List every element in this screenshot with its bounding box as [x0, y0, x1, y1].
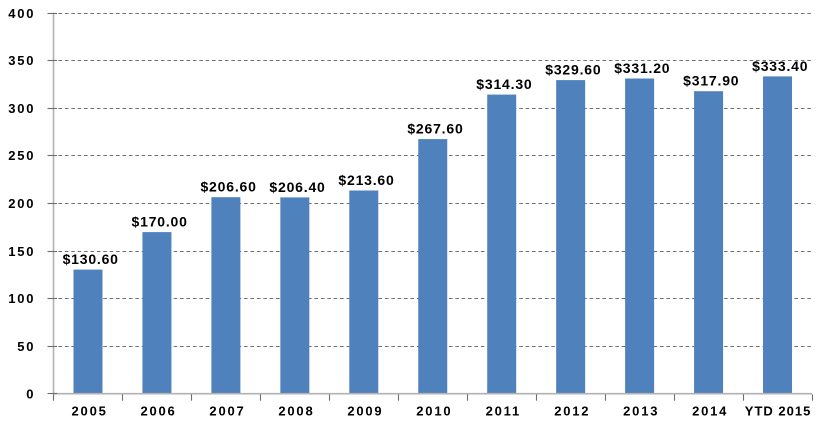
svg-text:$170.00: $170.00: [132, 214, 188, 230]
svg-text:$331.20: $331.20: [614, 60, 670, 76]
svg-text:400: 400: [8, 6, 35, 21]
svg-text:2006: 2006: [140, 404, 176, 419]
svg-text:150: 150: [8, 244, 35, 259]
svg-text:$213.60: $213.60: [338, 172, 394, 188]
svg-text:2012: 2012: [554, 404, 590, 419]
svg-text:YTD 2015: YTD 2015: [745, 404, 812, 419]
svg-text:$267.60: $267.60: [407, 121, 463, 137]
svg-text:$206.40: $206.40: [269, 179, 325, 195]
svg-text:2014: 2014: [692, 404, 728, 419]
svg-text:200: 200: [8, 196, 35, 211]
svg-text:50: 50: [17, 339, 35, 354]
svg-text:2009: 2009: [347, 404, 383, 419]
svg-text:2013: 2013: [623, 404, 659, 419]
svg-text:$314.30: $314.30: [476, 76, 532, 92]
svg-text:2007: 2007: [209, 404, 245, 419]
svg-text:2010: 2010: [416, 404, 452, 419]
svg-text:250: 250: [8, 148, 35, 163]
svg-text:0: 0: [26, 387, 35, 402]
svg-text:300: 300: [8, 101, 35, 116]
svg-text:2008: 2008: [278, 404, 314, 419]
svg-text:$206.60: $206.60: [200, 179, 256, 195]
svg-text:$333.40: $333.40: [752, 58, 808, 74]
svg-text:350: 350: [8, 53, 35, 68]
svg-text:$130.60: $130.60: [63, 251, 119, 267]
svg-text:$317.90: $317.90: [683, 73, 739, 89]
svg-text:100: 100: [8, 291, 35, 306]
svg-text:$329.60: $329.60: [545, 62, 601, 78]
svg-text:2005: 2005: [72, 404, 108, 419]
svg-text:2011: 2011: [486, 404, 521, 419]
